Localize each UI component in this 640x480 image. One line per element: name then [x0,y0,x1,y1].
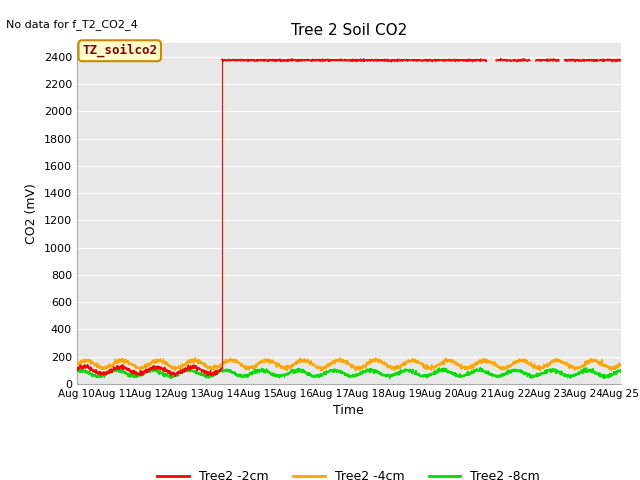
Y-axis label: CO2 (mV): CO2 (mV) [25,183,38,244]
Legend: Tree2 -2cm, Tree2 -4cm, Tree2 -8cm: Tree2 -2cm, Tree2 -4cm, Tree2 -8cm [152,465,545,480]
Title: Tree 2 Soil CO2: Tree 2 Soil CO2 [291,23,407,38]
Text: No data for f_T2_CO2_4: No data for f_T2_CO2_4 [6,19,138,30]
X-axis label: Time: Time [333,405,364,418]
Text: TZ_soilco2: TZ_soilco2 [83,44,157,58]
